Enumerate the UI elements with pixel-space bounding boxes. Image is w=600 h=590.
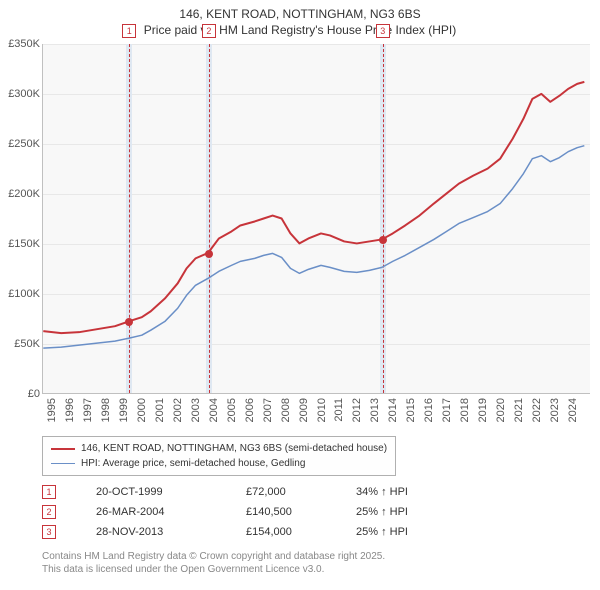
x-tick-label: 2018 — [459, 398, 471, 422]
x-tick-label: 2009 — [298, 398, 310, 422]
attribution: Contains HM Land Registry data © Crown c… — [42, 550, 385, 576]
sales-table: 1 20-OCT-1999£72,00034% ↑ HPI 2 26-MAR-2004… — [42, 482, 476, 542]
x-tick-label: 2003 — [190, 398, 202, 422]
sales-row-diff: 25% ↑ HPI — [356, 506, 476, 518]
x-tick-label: 2007 — [262, 398, 274, 422]
series-hpi — [43, 146, 584, 348]
sales-row-date: 20-OCT-1999 — [96, 486, 246, 498]
x-tick-label: 2021 — [513, 398, 525, 422]
sales-row-diff: 34% ↑ HPI — [356, 486, 476, 498]
x-tick-label: 1999 — [118, 398, 130, 422]
x-tick-label: 2011 — [333, 398, 345, 422]
title-line2: Price paid vs. HM Land Registry's House … — [0, 22, 600, 38]
attribution-line2: This data is licensed under the Open Gov… — [42, 563, 385, 576]
x-tick-label: 2000 — [136, 398, 148, 422]
chart-plot-area: 123 — [42, 44, 590, 394]
sales-row-date: 26-MAR-2004 — [96, 506, 246, 518]
chart-legend: 146, KENT ROAD, NOTTINGHAM, NG3 6BS (sem… — [42, 436, 396, 476]
sale-marker: 3 — [376, 24, 390, 38]
x-tick-label: 2016 — [423, 398, 435, 422]
y-tick-label: £250K — [0, 138, 40, 150]
x-tick-label: 2014 — [387, 398, 399, 422]
sales-row-diff: 25% ↑ HPI — [356, 526, 476, 538]
y-tick-label: £50K — [0, 338, 40, 350]
title-line1: 146, KENT ROAD, NOTTINGHAM, NG3 6BS — [0, 6, 600, 22]
x-tick-label: 2008 — [280, 398, 292, 422]
legend-label-hpi: HPI: Average price, semi-detached house,… — [81, 456, 305, 471]
sales-row-date: 28-NOV-2013 — [96, 526, 246, 538]
y-tick-label: £150K — [0, 238, 40, 250]
legend-swatch-price-paid — [51, 448, 75, 450]
x-tick-label: 2023 — [549, 398, 561, 422]
sales-row-price: £154,000 — [246, 526, 356, 538]
sales-row-marker: 1 — [42, 485, 56, 499]
x-tick-label: 1998 — [100, 398, 112, 422]
x-tick-label: 1997 — [82, 398, 94, 422]
x-tick-label: 2020 — [495, 398, 507, 422]
attribution-line1: Contains HM Land Registry data © Crown c… — [42, 550, 385, 563]
y-tick-label: £300K — [0, 88, 40, 100]
series-price_paid — [43, 82, 584, 333]
legend-label-price-paid: 146, KENT ROAD, NOTTINGHAM, NG3 6BS (sem… — [81, 441, 387, 456]
chart-title: 146, KENT ROAD, NOTTINGHAM, NG3 6BS Pric… — [0, 0, 600, 38]
legend-swatch-hpi — [51, 463, 75, 464]
sales-row-price: £72,000 — [246, 486, 356, 498]
series-svg — [43, 44, 590, 393]
sales-row: 3 28-NOV-2013£154,00025% ↑ HPI — [42, 522, 476, 542]
x-tick-label: 2005 — [226, 398, 238, 422]
sales-row: 2 26-MAR-2004£140,50025% ↑ HPI — [42, 502, 476, 522]
x-tick-label: 2010 — [316, 398, 328, 422]
sales-row-marker: 3 — [42, 525, 56, 539]
legend-row-price-paid: 146, KENT ROAD, NOTTINGHAM, NG3 6BS (sem… — [51, 441, 387, 456]
sales-row-price: £140,500 — [246, 506, 356, 518]
y-tick-label: £200K — [0, 188, 40, 200]
y-tick-label: £0 — [0, 388, 40, 400]
x-tick-label: 2006 — [244, 398, 256, 422]
sale-marker: 2 — [202, 24, 216, 38]
x-tick-label: 2002 — [172, 398, 184, 422]
x-tick-label: 2001 — [154, 398, 166, 422]
x-tick-label: 2012 — [351, 398, 363, 422]
sales-row-marker: 2 — [42, 505, 56, 519]
x-tick-label: 2017 — [441, 398, 453, 422]
x-tick-label: 2013 — [369, 398, 381, 422]
x-tick-label: 1995 — [46, 398, 58, 422]
x-tick-label: 2004 — [208, 398, 220, 422]
x-tick-label: 2022 — [531, 398, 543, 422]
x-tick-label: 2015 — [405, 398, 417, 422]
x-tick-label: 2024 — [567, 398, 579, 422]
x-tick-label: 2019 — [477, 398, 489, 422]
sale-marker: 1 — [122, 24, 136, 38]
y-tick-label: £350K — [0, 38, 40, 50]
legend-row-hpi: HPI: Average price, semi-detached house,… — [51, 456, 387, 471]
x-tick-label: 1996 — [64, 398, 76, 422]
y-tick-label: £100K — [0, 288, 40, 300]
sales-row: 1 20-OCT-1999£72,00034% ↑ HPI — [42, 482, 476, 502]
